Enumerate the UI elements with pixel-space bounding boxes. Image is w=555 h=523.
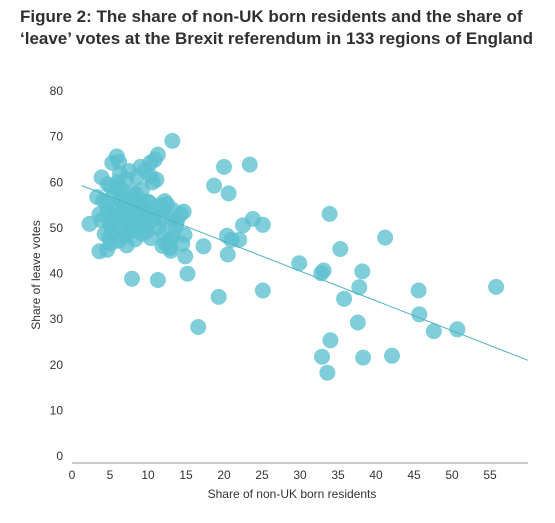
data-point [313, 265, 330, 282]
x-tick-label: 45 [407, 468, 421, 482]
data-point [177, 248, 194, 265]
x-tick-label: 35 [331, 468, 345, 482]
x-axis-ticks: 0 5 10 15 20 25 30 35 40 45 50 55 [69, 468, 497, 482]
data-point [81, 215, 98, 232]
data-point [156, 193, 173, 210]
chart-title-line-2: ‘leave’ votes at the Brexit referendum i… [20, 29, 533, 48]
x-tick-label: 0 [69, 468, 76, 482]
data-point [111, 165, 128, 182]
data-point [102, 235, 119, 252]
y-tick-label: 10 [50, 403, 64, 417]
data-point [195, 238, 212, 255]
data-point [220, 185, 237, 202]
data-point [425, 323, 442, 340]
data-point [488, 278, 505, 295]
x-tick-label: 15 [179, 468, 193, 482]
y-axis-ticks: 0 10 20 30 40 50 60 70 80 [50, 84, 64, 463]
x-axis-label: Share of non-UK born residents [208, 487, 377, 501]
x-tick-label: 5 [107, 468, 114, 482]
data-point [154, 237, 171, 254]
data-point [102, 217, 118, 234]
trend-line [81, 185, 529, 361]
data-point [332, 241, 349, 257]
data-point [355, 349, 372, 366]
data-point [254, 282, 271, 299]
data-point [336, 290, 353, 307]
x-tick-label: 25 [255, 468, 269, 482]
data-point [149, 272, 166, 288]
chart-title-line-1: Figure 2: The share of non-UK born resid… [20, 7, 523, 26]
chart-title: Figure 2: The share of non-UK born resid… [20, 6, 550, 50]
y-tick-label: 30 [50, 312, 64, 326]
x-tick-label: 30 [293, 468, 307, 482]
y-tick-label: 50 [50, 221, 64, 235]
y-axis-label: Share of leave votes [29, 220, 43, 329]
data-point [254, 216, 271, 233]
data-point [411, 306, 428, 323]
data-point [142, 168, 159, 184]
data-point [146, 151, 163, 168]
data-point [122, 215, 139, 231]
data-point [410, 282, 427, 299]
data-point [241, 156, 258, 173]
x-tick-label: 40 [369, 468, 383, 482]
data-points [81, 132, 505, 381]
data-point [291, 255, 308, 272]
data-point [319, 364, 336, 381]
data-point [108, 180, 125, 197]
y-tick-label: 80 [50, 84, 64, 98]
data-point [349, 314, 366, 331]
data-point [321, 205, 338, 222]
data-point [449, 321, 466, 338]
x-tick-label: 20 [217, 468, 231, 482]
y-tick-label: 20 [50, 358, 64, 372]
y-tick-label: 40 [50, 267, 64, 281]
x-tick-label: 55 [483, 468, 497, 482]
x-tick-label: 10 [141, 468, 155, 482]
data-point [354, 263, 371, 280]
data-point [322, 332, 339, 349]
data-point [216, 158, 232, 175]
data-point [190, 319, 207, 335]
data-point [179, 265, 196, 282]
data-point [206, 177, 223, 194]
x-tick-label: 50 [445, 468, 459, 482]
data-point [219, 246, 236, 263]
data-point [314, 348, 330, 365]
data-point [164, 132, 181, 149]
data-point [210, 288, 227, 305]
data-point [351, 279, 368, 296]
y-tick-label: 60 [50, 175, 64, 189]
data-point [231, 231, 248, 248]
data-point [124, 270, 140, 287]
data-point [99, 194, 115, 211]
data-point [384, 347, 400, 364]
data-point [116, 228, 133, 245]
data-point [127, 186, 144, 203]
y-tick-label: 70 [50, 130, 64, 144]
data-point [377, 229, 394, 246]
data-point [168, 213, 185, 230]
y-tick-label: 0 [56, 449, 63, 463]
